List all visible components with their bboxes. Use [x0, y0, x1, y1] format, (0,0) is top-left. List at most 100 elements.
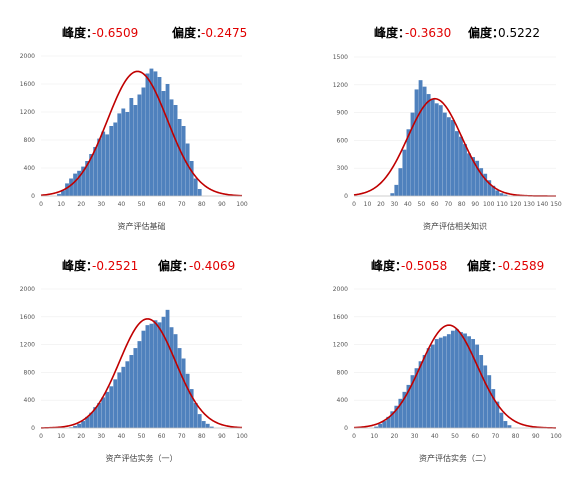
histogram-bar — [471, 157, 475, 196]
histogram-bar — [390, 411, 395, 428]
histogram-bar — [153, 320, 158, 428]
y-tick-label: 0 — [31, 193, 35, 200]
x-tick-label: 130 — [523, 201, 535, 208]
y-tick-label: 1600 — [333, 314, 348, 321]
histogram-bar — [394, 405, 399, 428]
histogram-bar — [446, 117, 451, 196]
x-tick-label: 150 — [550, 201, 562, 208]
y-tick-label: 2000 — [20, 53, 35, 60]
histogram-bar — [394, 184, 399, 196]
x-tick-label: 70 — [444, 201, 452, 208]
histogram-bar — [455, 329, 459, 428]
x-tick-label: 90 — [218, 201, 226, 208]
x-tick-label: 40 — [404, 201, 412, 208]
x-tick-label: 70 — [492, 433, 500, 440]
histogram-bar — [73, 173, 77, 196]
histogram-bar — [81, 421, 86, 428]
histogram-bar — [189, 161, 194, 196]
skewness-label: 偏度： — [468, 25, 504, 40]
histogram-bar — [89, 412, 94, 428]
histogram-bar — [406, 384, 411, 428]
histogram-bar — [69, 178, 73, 196]
histogram-bar — [177, 348, 182, 428]
histogram-bar — [442, 112, 447, 196]
y-tick-label: 1500 — [333, 54, 348, 61]
y-tick-label: 800 — [24, 137, 36, 144]
histogram-bar — [97, 402, 102, 428]
histogram-bar — [398, 398, 403, 428]
histogram-bar — [402, 391, 407, 428]
histogram-bar — [209, 426, 214, 428]
histogram-bar — [85, 416, 90, 428]
y-tick-label: 1600 — [20, 314, 35, 321]
histogram-bar — [61, 190, 65, 196]
histogram-bar — [499, 412, 504, 428]
y-tick-label: 0 — [31, 425, 35, 432]
x-tick-label: 140 — [537, 201, 549, 208]
histogram-bar — [438, 337, 443, 428]
x-axis-label: 资产评估实务（二） — [419, 453, 491, 463]
histogram-bar — [145, 325, 150, 428]
histogram-bar — [471, 339, 475, 428]
x-tick-label: 60 — [471, 433, 479, 440]
histogram-bar — [157, 77, 162, 196]
x-tick-label: 30 — [391, 201, 399, 208]
y-tick-label: 600 — [337, 137, 349, 144]
histogram-bar — [185, 373, 190, 428]
histogram-bar — [446, 334, 451, 428]
x-tick-label: 40 — [118, 433, 126, 440]
x-tick-label: 60 — [158, 201, 166, 208]
histogram-bar — [133, 105, 138, 196]
histogram-bar — [197, 189, 202, 196]
x-tick-label: 90 — [532, 433, 540, 440]
histogram-bar — [499, 193, 504, 196]
histogram-bar — [185, 143, 190, 196]
chart-panel-1: 峰度：-0.6509 偏度：-0.2475 0 400 800 1200 1600 2000 0… — [20, 25, 248, 231]
histogram-bar — [463, 333, 467, 428]
histogram-bar — [459, 332, 463, 428]
histogram-bar — [378, 423, 383, 428]
histogram-bar — [105, 391, 110, 428]
histogram-bar — [113, 379, 118, 428]
histogram-bar — [101, 131, 106, 196]
histogram-bar — [414, 89, 419, 196]
histogram-bar — [430, 98, 435, 196]
histogram-bar — [93, 147, 98, 196]
y-tick-label: 400 — [24, 165, 36, 172]
histogram-bar — [57, 193, 61, 196]
normal-curve — [40, 70, 243, 197]
y-tick-label: 2000 — [20, 286, 35, 293]
histogram-bar — [129, 355, 134, 428]
skewness-value: -0.2589 — [498, 259, 544, 273]
histogram-bar — [109, 126, 114, 196]
x-tick-label: 70 — [178, 433, 186, 440]
histogram-bar — [109, 386, 114, 428]
histogram-bar — [121, 366, 126, 428]
histogram-bar — [205, 423, 210, 428]
histogram-bar — [491, 185, 496, 196]
histogram-bar — [483, 173, 488, 196]
histogram-bar — [157, 322, 162, 428]
x-tick-label: 10 — [370, 433, 378, 440]
histogram-bar — [73, 425, 77, 428]
histogram-bar — [169, 327, 174, 428]
y-tick-label: 2000 — [333, 286, 348, 293]
x-tick-label: 120 — [510, 201, 522, 208]
y-tick-label: 1200 — [333, 82, 348, 89]
histogram-bar — [426, 348, 431, 428]
y-tick-label: 300 — [337, 165, 349, 172]
histogram-bar — [181, 358, 186, 428]
histogram-bar — [197, 414, 202, 428]
skewness-label: 偏度： — [467, 258, 503, 273]
y-tick-label: 1200 — [20, 342, 35, 349]
histogram-bar — [467, 336, 471, 428]
histogram-bar — [455, 131, 459, 196]
histogram-bar — [189, 389, 194, 428]
x-axis-label: 资产评估相关知识 — [423, 221, 487, 231]
histogram-bar — [479, 355, 484, 428]
histogram-bar — [113, 122, 118, 196]
histogram-bar — [418, 361, 423, 428]
histogram-bar — [145, 73, 150, 196]
histogram-bar — [89, 154, 94, 196]
